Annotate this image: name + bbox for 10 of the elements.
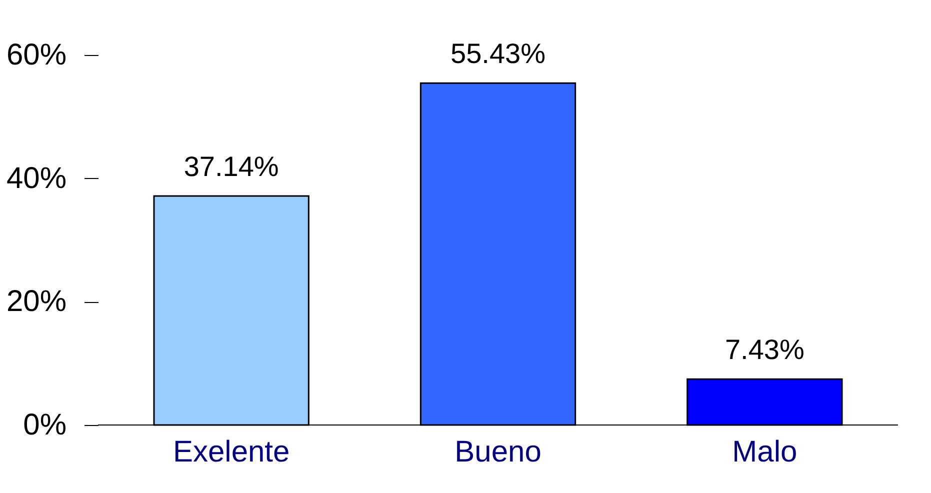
y-tick-label: 20% (6, 285, 66, 318)
x-tick-label: Malo (732, 436, 798, 468)
x-tick-label: Exelente (172, 436, 290, 468)
data-label: 7.43% (724, 334, 804, 366)
y-tick-label: 0% (23, 408, 66, 442)
y-tick-label: 40% (6, 162, 66, 195)
y-tick-label: 60% (6, 38, 66, 72)
data-label: 37.14% (184, 150, 279, 182)
x-tick-label: Bueno (454, 436, 542, 468)
data-label: 55.43% (450, 38, 546, 70)
